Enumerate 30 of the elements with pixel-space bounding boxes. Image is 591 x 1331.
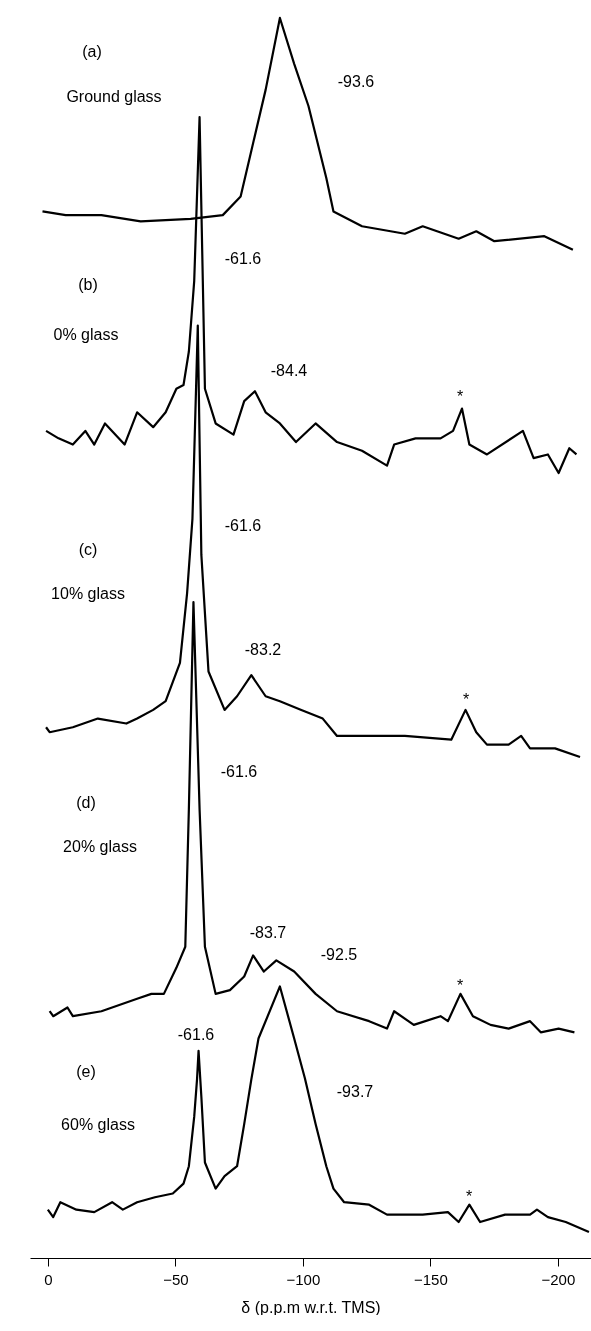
annotation: Ground glass <box>66 88 162 105</box>
x-axis-title: δ (p.p.m w.r.t. TMS) <box>241 1298 381 1316</box>
x-tick-label: −200 <box>541 1270 576 1288</box>
annotation: -61.6 <box>224 250 262 267</box>
annotation: (e) <box>76 1063 96 1080</box>
x-tick-label: −50 <box>163 1270 189 1288</box>
annotation: -83.2 <box>244 641 282 658</box>
annotation: * <box>456 388 464 405</box>
annotation: 0% glass <box>53 326 119 343</box>
annotation: -61.6 <box>177 1026 215 1043</box>
annotation: * <box>465 1188 473 1205</box>
annotation: (c) <box>78 541 98 558</box>
annotation: -61.6 <box>220 763 258 780</box>
annotation: 60% glass <box>61 1116 135 1133</box>
annotation: -83.7 <box>249 924 287 941</box>
x-tick-label: 0 <box>44 1270 53 1288</box>
x-tick-label: −100 <box>286 1270 321 1288</box>
annotation: * <box>462 691 470 708</box>
annotation: -84.4 <box>270 362 308 379</box>
annotation: * <box>456 977 464 994</box>
annotation: 10% glass <box>51 585 125 602</box>
annotation: (b) <box>78 276 98 293</box>
annotation: -92.5 <box>320 946 358 963</box>
x-tick-label: −150 <box>413 1270 448 1288</box>
annotation: -93.6 <box>337 73 375 90</box>
annotation: -61.6 <box>224 517 262 534</box>
annotation: 20% glass <box>63 838 137 855</box>
annotation: -93.7 <box>336 1083 374 1100</box>
annotation: (d) <box>76 794 96 811</box>
annotation: (a) <box>82 43 102 60</box>
